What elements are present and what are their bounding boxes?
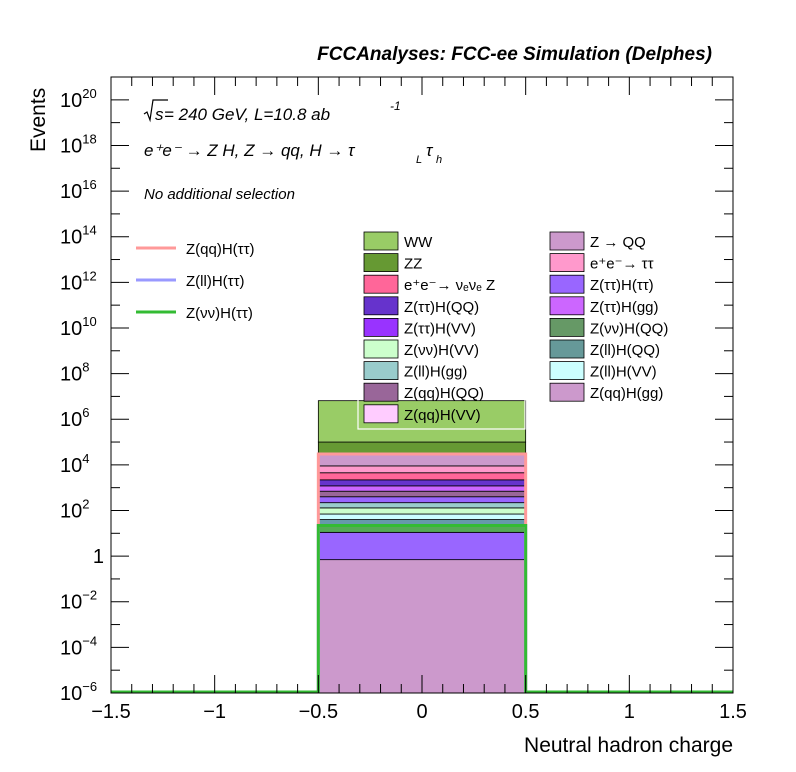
x-tick-label: 1 <box>624 701 635 723</box>
stack-bar-7 <box>317 496 527 504</box>
legend-label-signal: Z(qq)H(ττ) <box>186 241 255 258</box>
y-tick-label: 10−6 <box>60 679 97 705</box>
legend-bg-col1-swatch <box>363 296 399 316</box>
x-tick-label: −1 <box>203 701 226 723</box>
legend-bg-col2-swatch <box>549 361 585 381</box>
y-tick-label: 10−4 <box>60 633 97 659</box>
x-tick-label: −1.5 <box>91 701 130 723</box>
stack-bar-6 <box>317 502 527 509</box>
legend-bg-col2-label: Z(ττ)H(ττ) <box>590 277 654 294</box>
signal-line-2 <box>111 523 733 694</box>
legend-label-signal: Z(ll)H(ττ) <box>186 273 245 290</box>
y-tick-label: 10−2 <box>60 588 97 614</box>
legend-bg-col1-swatch <box>363 274 399 294</box>
legend-bg-col1-swatch <box>363 253 399 273</box>
signal-lines <box>111 452 733 694</box>
legend-bg-col2-swatch <box>549 339 585 359</box>
legend-bg-col2-swatch <box>549 382 585 402</box>
y-tick-label: 102 <box>60 496 89 522</box>
legend-bg-col2-label: Z(qq)H(gg) <box>590 385 663 402</box>
stack-bar-8 <box>317 490 527 498</box>
process-sub-h: h <box>436 154 442 166</box>
stack-bar-9 <box>317 485 527 492</box>
energy-annotation: s = 240 GeV, L=10.8 ab -1 <box>143 99 401 124</box>
legend-bg-col1-swatch <box>363 361 399 381</box>
legend-bg-col1-label: Z(qq)H(VV) <box>404 407 481 424</box>
legend-bg-col1-label: ZZ <box>404 256 422 273</box>
energy-sqrt: s <box>155 105 164 124</box>
legend-bg-col2-label: Z → QQ <box>590 234 646 251</box>
legend-bg-col1-label: Z(qq)H(QQ) <box>404 385 484 402</box>
y-axis-ticks: 10−6 10−4 10−2 1 102 104 106 108 1010 1012 1014 101… <box>60 76 733 705</box>
legend-bg-col2-label: Z(ττ)H(gg) <box>590 299 659 316</box>
legend-box-outline <box>357 396 526 430</box>
y-tick-label: 1012 <box>60 268 97 294</box>
legend-bg-col2-swatch <box>549 231 585 251</box>
stack-bar-11 <box>317 472 527 481</box>
legend-bg-col2-swatch <box>549 296 585 316</box>
legend-bg-col1-label: Z(ττ)H(QQ) <box>404 299 479 316</box>
energy-text: = 240 GeV, L=10.8 ab <box>164 105 330 124</box>
y-tick-label: 1010 <box>60 314 97 340</box>
x-axis-ticks: −1.5 −1 −0.5 0 0.5 1 1.5 <box>91 77 747 723</box>
stack-bar-13 <box>317 453 527 467</box>
y-axis-label: Events <box>27 88 50 152</box>
stack-bar-1 <box>317 531 527 561</box>
stack-bar-12 <box>317 465 527 474</box>
legend-bg-col1-label: e⁺e⁻→ νₑνₑ Z <box>404 277 495 294</box>
y-tick-label: 1014 <box>60 223 97 249</box>
legend-bg-col2-swatch <box>549 317 585 337</box>
x-axis-label: Neutral hadron charge <box>524 734 733 757</box>
process-annotation: e⁺e⁻ → Z H, Z → qq, H → τ L τ h <box>144 141 442 166</box>
process-text: e⁺e⁻ → Z H, Z → qq, H → τ <box>144 141 356 160</box>
legend-bg-col2-label: e⁺e⁻→ ττ <box>590 256 654 273</box>
y-tick-label: 1018 <box>60 131 97 157</box>
y-tick-label: 106 <box>60 405 89 431</box>
x-tick-label: 0 <box>416 701 427 723</box>
legend-bg-col2-swatch <box>549 274 585 294</box>
process-tau: τ <box>426 141 434 160</box>
legend-bg-col1-swatch <box>363 339 399 359</box>
y-tick-label: 104 <box>60 451 89 477</box>
legend-bg-col2-label: Z(ll)H(VV) <box>590 364 657 381</box>
x-tick-label: 0.5 <box>512 701 540 723</box>
legend-label-signal: Z(νν)H(ττ) <box>186 305 253 322</box>
energy-exponent: -1 <box>390 99 401 113</box>
legend-bg-col1-swatch <box>363 231 399 251</box>
legend-bg-col1-swatch <box>363 404 399 424</box>
y-tick-label: 1 <box>93 546 104 568</box>
x-tick-label: 1.5 <box>719 701 747 723</box>
y-tick-label: 1020 <box>60 86 97 112</box>
y-tick-label: 1016 <box>60 177 97 203</box>
stack-bars <box>317 400 527 694</box>
stack-bar-4 <box>317 513 527 520</box>
stack-bar-15 <box>317 400 527 443</box>
legend-bg-col1-swatch <box>363 317 399 337</box>
legend-bg-col1-label: WW <box>404 234 433 251</box>
selection-annotation: No additional selection <box>144 186 295 203</box>
legend-bg-col1-label: Z(ll)H(gg) <box>404 364 467 381</box>
chart-title: FCCAnalyses: FCC-ee Simulation (Delphes) <box>317 44 712 65</box>
x-tick-label: −0.5 <box>299 701 338 723</box>
legend-bg-col2-label: Z(ll)H(QQ) <box>590 342 660 359</box>
stack-bar-0 <box>317 559 527 694</box>
legend-bg-col1-label: Z(ττ)H(VV) <box>404 320 476 337</box>
process-sub-l: L <box>416 154 422 166</box>
legend-bg-col2-swatch <box>549 253 585 273</box>
sqrt-symbol <box>143 99 168 123</box>
stack-bar-5 <box>317 507 527 515</box>
legend-bg-col1-label: Z(νν)H(VV) <box>404 342 479 359</box>
stack-bar-10 <box>317 479 527 487</box>
legend-bg-col1-swatch <box>363 382 399 402</box>
legend-bg-col2-label: Z(νν)H(QQ) <box>590 320 668 337</box>
legend: Z(qq)H(ττ) Z(ll)H(ττ) Z(νν)H(ττ) WW ZZ e⁺e⁻→ … <box>136 231 668 430</box>
y-tick-label: 108 <box>60 360 89 386</box>
stack-bar-14 <box>317 441 527 455</box>
